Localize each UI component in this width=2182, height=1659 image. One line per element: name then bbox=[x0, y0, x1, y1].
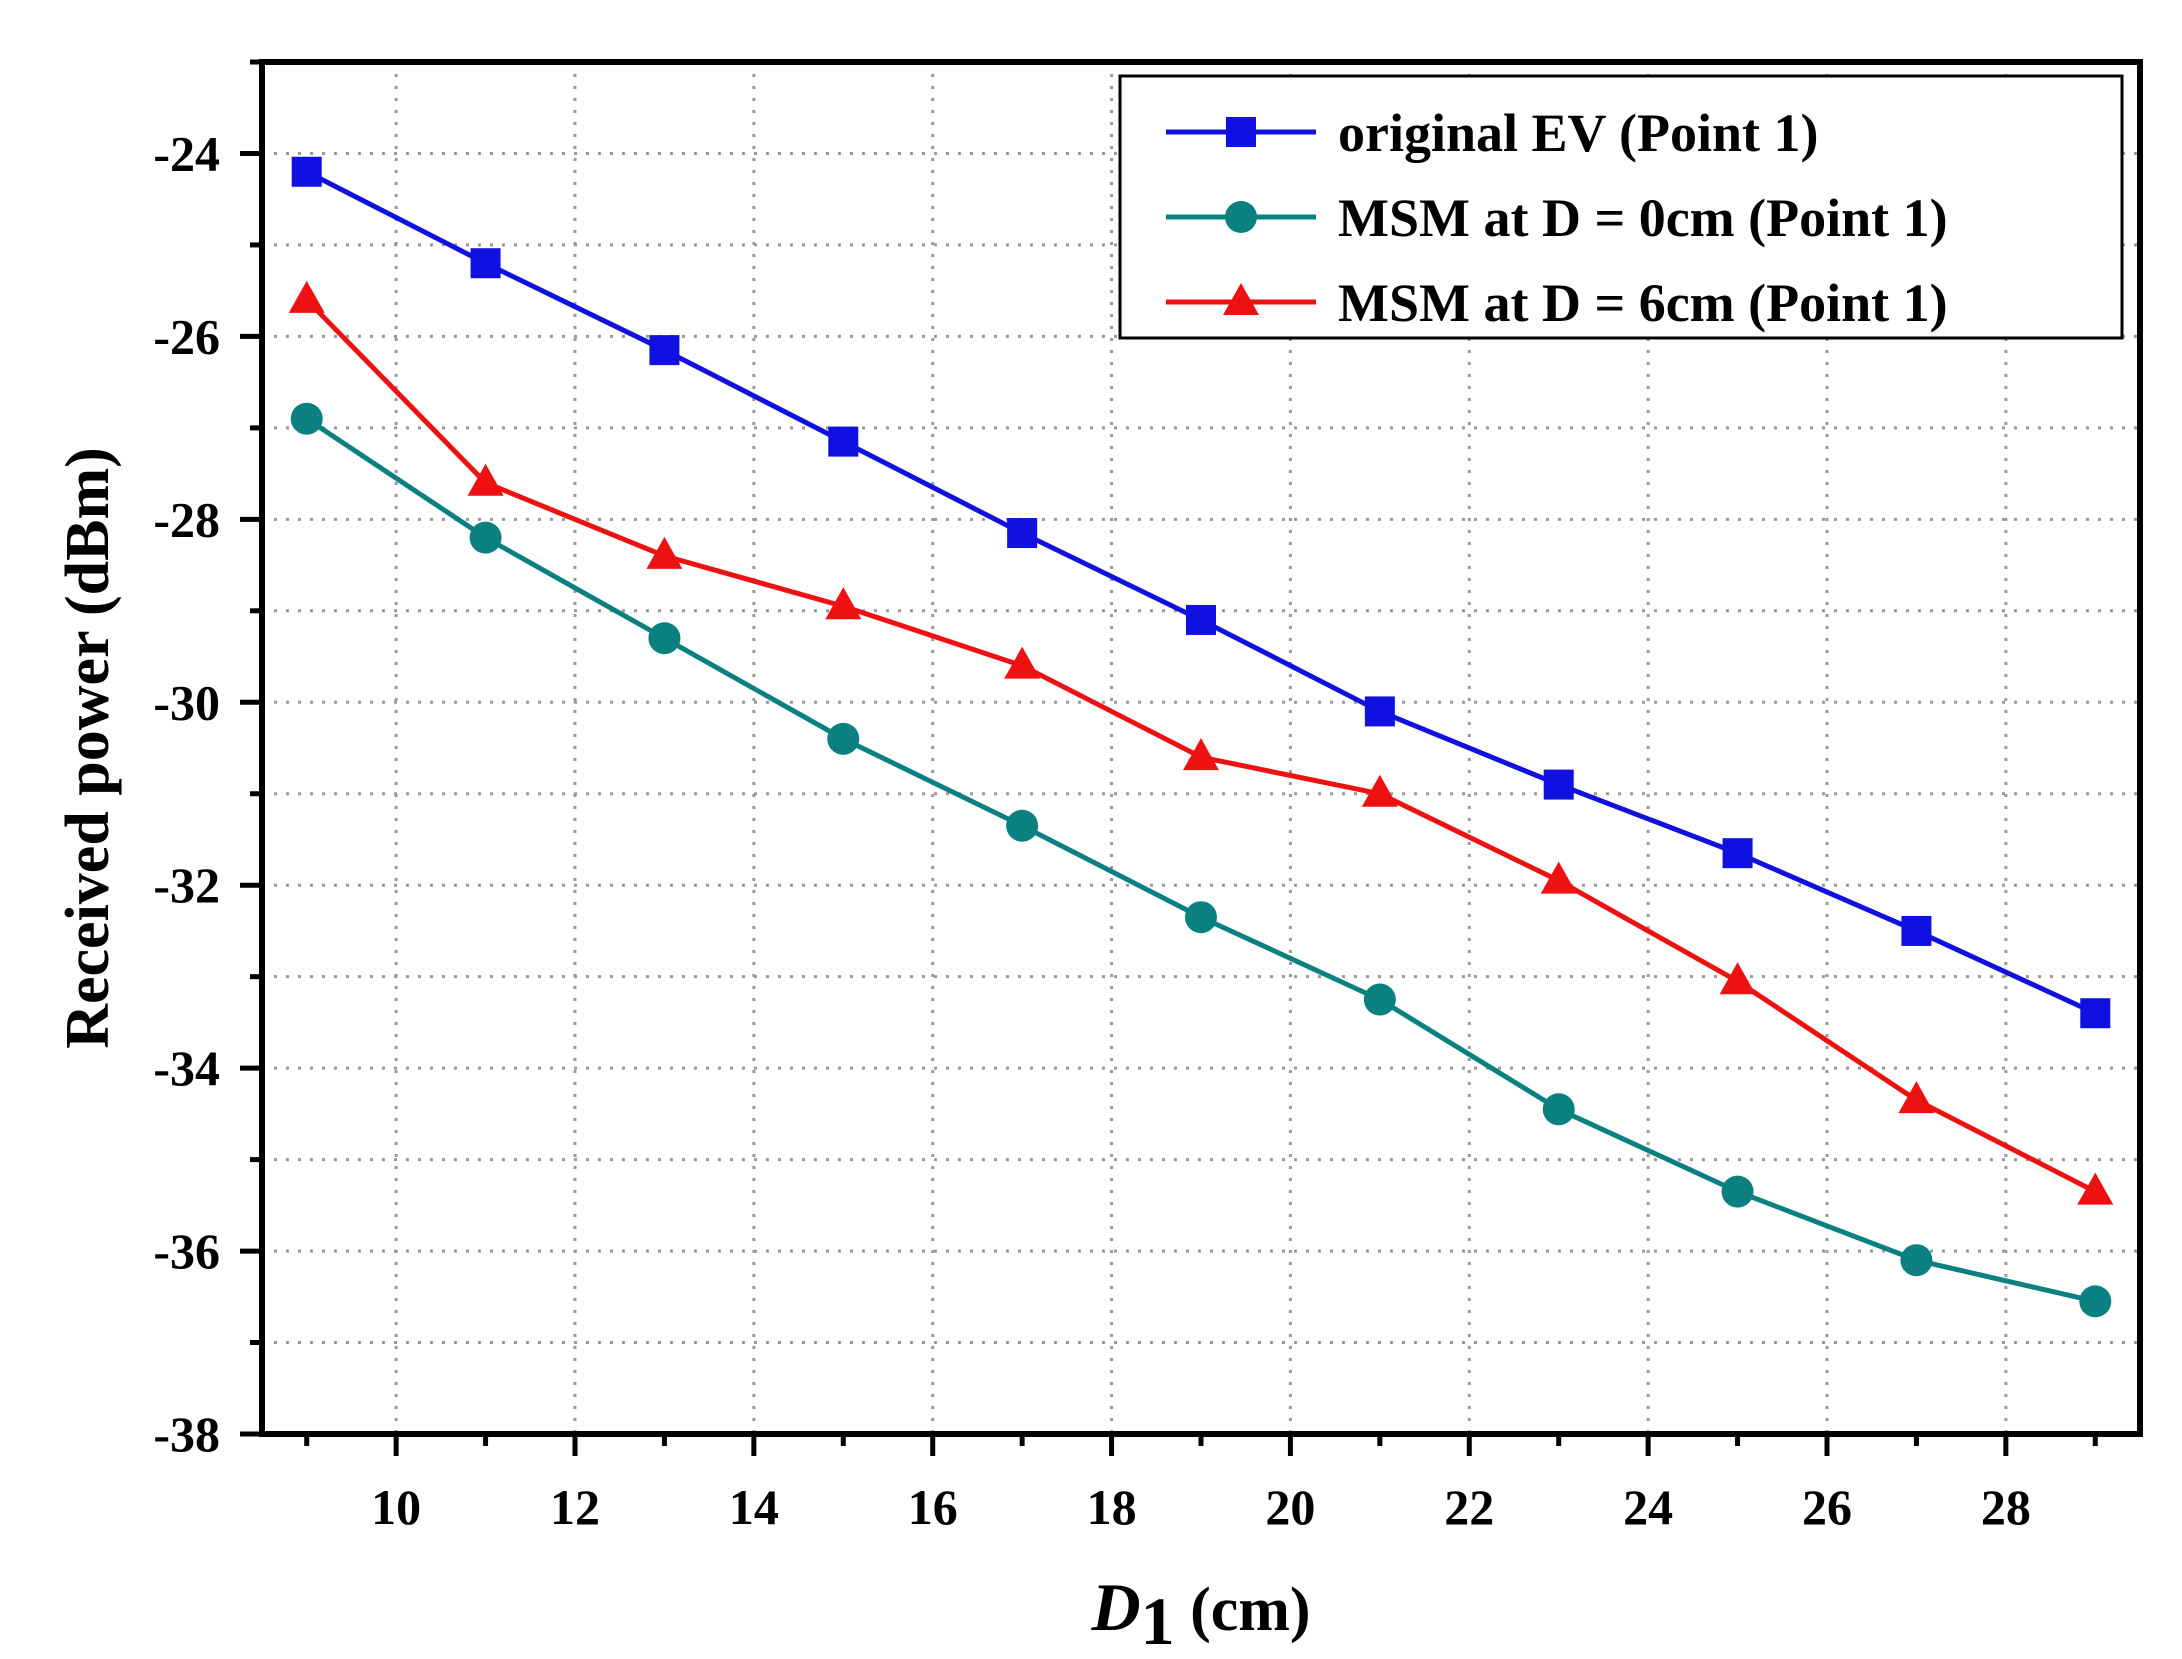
data-point bbox=[470, 248, 501, 279]
series-circle bbox=[290, 402, 2112, 1318]
data-point bbox=[1361, 774, 1398, 807]
x-tick-label: 12 bbox=[550, 1479, 600, 1535]
legend-box bbox=[1118, 74, 2124, 340]
data-point bbox=[291, 156, 322, 187]
y-tick-label: -28 bbox=[153, 491, 220, 547]
x-tick-label: 22 bbox=[1444, 1479, 1494, 1535]
data-point bbox=[467, 463, 504, 496]
data-point bbox=[1722, 838, 1753, 869]
data-point bbox=[648, 622, 681, 655]
data-point bbox=[1901, 915, 1932, 946]
data-point bbox=[1540, 861, 1577, 894]
y-tick-label: -24 bbox=[153, 125, 220, 181]
x-tick-label: 28 bbox=[1981, 1479, 2031, 1535]
data-point bbox=[828, 426, 859, 457]
data-point bbox=[1719, 962, 1756, 995]
legend-marker bbox=[1226, 117, 1256, 147]
data-point bbox=[825, 587, 862, 620]
data-point bbox=[1007, 518, 1038, 549]
data-point bbox=[1183, 738, 1219, 771]
y-tick-label: -34 bbox=[153, 1040, 220, 1096]
data-point bbox=[290, 402, 323, 435]
x-tick-label: 16 bbox=[908, 1479, 958, 1535]
x-tick-label: 20 bbox=[1265, 1479, 1315, 1535]
x-tick-label: 24 bbox=[1623, 1479, 1673, 1535]
data-point bbox=[827, 722, 860, 755]
data-point bbox=[2079, 1285, 2112, 1318]
x-axis-title: D1 (cm) bbox=[1090, 1569, 1310, 1654]
legend-label: MSM at D = 6cm (Point 1) bbox=[1338, 273, 1948, 333]
data-point bbox=[1363, 983, 1396, 1016]
x-tick-label: 14 bbox=[729, 1479, 779, 1535]
data-point bbox=[1543, 769, 1574, 800]
data-point bbox=[469, 521, 502, 554]
y-axis-title: Received power (dBm) bbox=[54, 447, 122, 1049]
data-point bbox=[1006, 809, 1039, 842]
axes: 10 12 14 16 18 20 22 24 26 28 -38 -36 -34 -32 -30 -28 -2… bbox=[54, 59, 2098, 1659]
y-tick-label: -32 bbox=[153, 857, 220, 913]
legend-marker bbox=[1223, 283, 1259, 315]
x-tick-label: 10 bbox=[371, 1479, 421, 1535]
y-tick-label: -36 bbox=[153, 1223, 220, 1279]
data-point bbox=[1186, 604, 1216, 635]
data-point bbox=[646, 536, 683, 569]
y-tick-label: -30 bbox=[153, 674, 220, 730]
data-point bbox=[1542, 1093, 1575, 1126]
series-layer bbox=[288, 156, 2114, 1318]
x-tick-label: 18 bbox=[1087, 1479, 1137, 1535]
legend: original EV (Point 1) MSM at D = 0cm (Poi… bbox=[1118, 74, 2124, 340]
legend-marker bbox=[1225, 201, 1257, 233]
data-point bbox=[288, 280, 325, 313]
data-point bbox=[1185, 901, 1217, 934]
series-square bbox=[291, 156, 2111, 1029]
data-point bbox=[2077, 1172, 2114, 1205]
data-point bbox=[1721, 1175, 1754, 1208]
series-triangle bbox=[288, 280, 2114, 1205]
data-point bbox=[1898, 1081, 1935, 1114]
data-point bbox=[1900, 1244, 1933, 1277]
data-point bbox=[1364, 696, 1395, 727]
legend-label: MSM at D = 0cm (Point 1) bbox=[1338, 188, 1948, 248]
x-tick-label: 26 bbox=[1802, 1479, 1852, 1535]
y-tick-label: -26 bbox=[153, 308, 220, 364]
data-point bbox=[2080, 998, 2111, 1029]
legend-label: original EV (Point 1) bbox=[1338, 103, 1819, 163]
data-point bbox=[1004, 646, 1041, 679]
data-point bbox=[649, 335, 680, 366]
y-tick-label: -38 bbox=[153, 1406, 220, 1462]
